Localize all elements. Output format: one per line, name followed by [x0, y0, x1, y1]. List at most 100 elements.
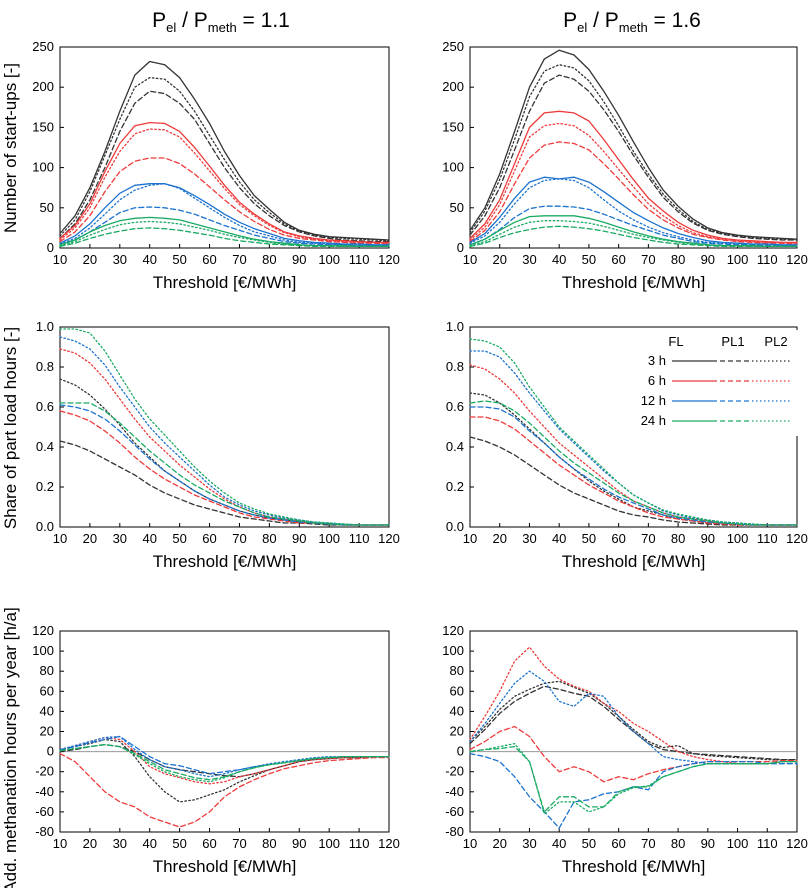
- x-tick-label: 120: [378, 531, 400, 546]
- column-title-left: Pel / Pmeth = 1.1: [152, 9, 290, 35]
- ylabel-row-3: Add. methanation hours per year [h/a]: [1, 607, 20, 888]
- x-tick-label: 70: [232, 531, 246, 546]
- y-tick-label: -80: [445, 824, 464, 839]
- x-tick-label: 30: [113, 531, 127, 546]
- y-tick-label: 0.2: [446, 479, 464, 494]
- series-line-3-h-pl2: [469, 64, 798, 241]
- y-tick-label: -60: [35, 804, 54, 819]
- series-line-12-h-fl: [469, 176, 798, 246]
- panel-startups-1-1: 10 20 30 40 50 60 70 80 90 100 110 120 0 50 100 150 200 2…: [32, 39, 400, 292]
- legend-header-pl1: PL1: [721, 334, 744, 349]
- x-tick-label: 80: [262, 531, 276, 546]
- y-tick-label: -60: [445, 804, 464, 819]
- x-axis-label: Threshold [€/MWh]: [153, 273, 297, 292]
- y-tick-label: 80: [40, 663, 54, 678]
- plot-frame: [469, 46, 798, 249]
- y-tick-label: 150: [442, 119, 464, 134]
- series-line-3-h-pl2: [59, 378, 390, 526]
- y-tick-label: 200: [442, 79, 464, 94]
- series-line-6-h-pl1: [469, 416, 798, 526]
- x-tick-label: 120: [786, 836, 808, 851]
- x-axis-label: Threshold [€/MWh]: [562, 552, 706, 571]
- x-tick-label: 120: [378, 836, 400, 851]
- ylabel-row-2: Share of part load hours [-]: [1, 327, 20, 529]
- y-tick-label: 0.6: [446, 399, 464, 414]
- x-tick-label: 60: [611, 252, 625, 267]
- series-line-12-h-pl2: [59, 183, 390, 247]
- y-tick-label: -20: [35, 764, 54, 779]
- x-tick-label: 10: [463, 252, 477, 267]
- series-line-3-h-fl: [59, 60, 390, 241]
- series-line-6-h-pl2: [469, 364, 798, 526]
- panel-methanation-1-6: 10 20 30 40 50 60 70 80 90 100 110 120 -80 -60 -40 -20 0…: [442, 623, 808, 876]
- x-tick-label: 50: [582, 252, 596, 267]
- y-tick-label: 0.0: [446, 519, 464, 534]
- x-tick-label: 10: [53, 531, 67, 546]
- x-tick-label: 10: [463, 531, 477, 546]
- legend-label: 12 h: [641, 393, 666, 408]
- y-tick-label: 100: [442, 160, 464, 175]
- y-tick-label: 40: [450, 703, 464, 718]
- x-tick-label: 70: [641, 836, 655, 851]
- x-tick-label: 40: [142, 252, 156, 267]
- x-tick-label: 50: [172, 836, 186, 851]
- x-tick-label: 90: [292, 836, 306, 851]
- series-line-3-h-pl1: [59, 440, 390, 526]
- series-line-6-h-pl1: [59, 752, 390, 828]
- y-tick-label: 120: [442, 623, 464, 638]
- y-tick-label: 0: [47, 744, 54, 759]
- legend-label: 6 h: [648, 373, 666, 388]
- x-tick-label: 100: [727, 531, 749, 546]
- y-tick-label: 1.0: [36, 319, 54, 334]
- series-line-12-h-pl2: [469, 670, 798, 765]
- x-tick-label: 90: [292, 531, 306, 546]
- x-tick-label: 20: [83, 252, 97, 267]
- x-tick-label: 30: [522, 252, 536, 267]
- x-tick-label: 40: [552, 836, 566, 851]
- series-line-6-h-fl: [469, 110, 798, 244]
- series-line-24-h-pl1: [59, 743, 390, 781]
- series-line-24-h-pl2: [469, 220, 798, 248]
- x-tick-label: 100: [318, 531, 340, 546]
- series-line-24-h-pl2: [59, 743, 390, 783]
- series-line-24-h-pl1: [469, 400, 798, 526]
- x-tick-label: 90: [292, 252, 306, 267]
- x-tick-label: 20: [492, 836, 506, 851]
- series-line-6-h-fl: [59, 121, 390, 244]
- series-line-3-h-pl1: [469, 436, 798, 526]
- x-tick-label: 100: [318, 836, 340, 851]
- series-line-24-h-pl2: [469, 338, 798, 526]
- series-line-24-h-pl1: [59, 402, 390, 526]
- y-tick-label: 0.4: [36, 439, 54, 454]
- x-tick-label: 110: [349, 836, 370, 851]
- series-line-3-h-fl: [469, 49, 798, 240]
- y-tick-label: 0.0: [36, 519, 54, 534]
- ylabel-row-1: Number of start-ups [-]: [1, 63, 20, 233]
- series-line-12-h-pl2: [59, 735, 390, 778]
- column-title-right: Pel / Pmeth = 1.6: [563, 9, 701, 35]
- x-tick-label: 120: [378, 252, 400, 267]
- series-line-3-h-pl2: [469, 680, 798, 761]
- x-tick-label: 100: [318, 252, 340, 267]
- y-tick-label: 100: [32, 160, 54, 175]
- series-line-24-h-pl1: [469, 225, 798, 248]
- series-line-12-h-pl1: [469, 752, 798, 829]
- legend-label: 24 h: [641, 413, 666, 428]
- series-line-6-h-pl2: [59, 348, 390, 526]
- series-line-6-h-pl1: [59, 157, 390, 245]
- series-line-6-h-pl2: [59, 736, 390, 785]
- y-tick-label: 60: [450, 683, 464, 698]
- series-line-24-h-pl2: [469, 742, 798, 815]
- plot-frame: [59, 326, 390, 528]
- series-line-6-h-pl2: [469, 122, 798, 244]
- series-line-24-h-pl2: [59, 220, 390, 248]
- x-tick-label: 20: [83, 836, 97, 851]
- y-tick-label: 120: [32, 623, 54, 638]
- x-tick-label: 60: [611, 836, 625, 851]
- x-tick-label: 60: [202, 531, 216, 546]
- x-tick-label: 40: [142, 531, 156, 546]
- y-tick-label: -40: [35, 784, 54, 799]
- series-line-12-h-fl: [59, 183, 390, 246]
- y-tick-label: 0: [47, 240, 54, 255]
- y-tick-label: 0.2: [36, 479, 54, 494]
